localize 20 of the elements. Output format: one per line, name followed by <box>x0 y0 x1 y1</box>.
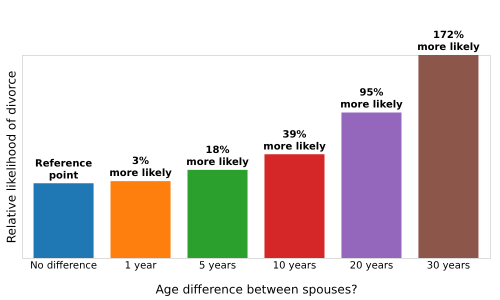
y-axis-title: Relative likelihood of divorce <box>4 70 18 244</box>
bar <box>418 55 478 258</box>
annotation: Reference point <box>34 158 92 182</box>
x-tick-label: No difference <box>30 260 98 272</box>
bar <box>187 170 248 258</box>
x-tick-label: 20 years <box>350 260 394 272</box>
x-tick-label: 30 years <box>426 260 470 272</box>
x-tick-label: 1 year <box>124 260 158 272</box>
x-axis-title: Age difference between spouses? <box>156 282 358 296</box>
x-tick-label: 5 years <box>198 260 236 272</box>
x-tick-label: 10 years <box>272 260 316 272</box>
bar <box>264 154 325 258</box>
bar <box>341 112 402 258</box>
bar <box>110 181 171 258</box>
annotation: 18% more likely <box>186 144 250 168</box>
annotation: 172% more likely <box>417 30 480 53</box>
bar <box>34 183 94 258</box>
annotation: 39% more likely <box>263 129 326 152</box>
annotation: 3% more likely <box>109 156 172 180</box>
annotation: 95% more likely <box>340 87 404 110</box>
